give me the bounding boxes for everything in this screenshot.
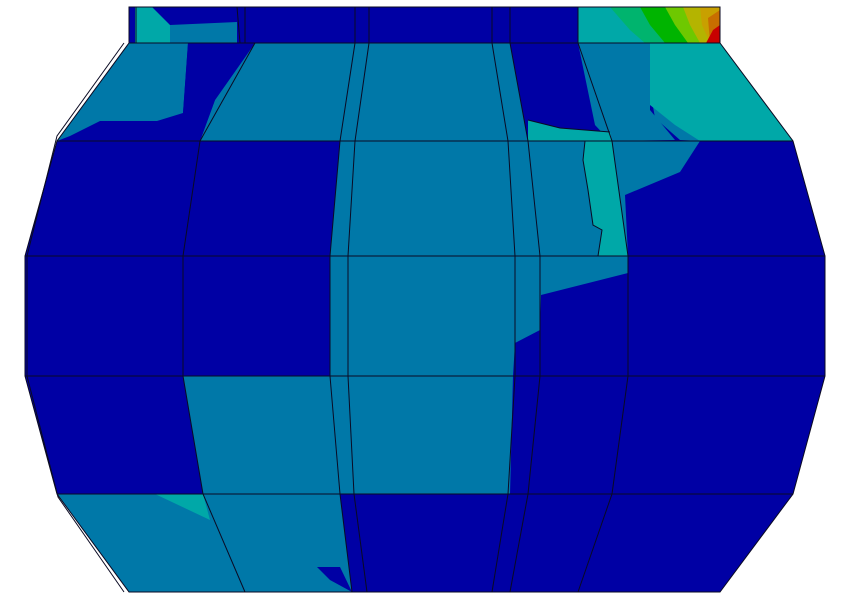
contour-region <box>317 567 352 592</box>
mesh-column-edge <box>509 42 541 593</box>
mesh-edge <box>26 42 125 593</box>
mesh-column-edge <box>182 42 256 593</box>
contour-region <box>158 43 255 141</box>
contour-region <box>650 43 793 141</box>
mesh-edges <box>24 42 826 593</box>
mesh-column-edge <box>491 42 516 593</box>
contour-level-1-intrusions <box>158 43 352 592</box>
contour-region <box>330 141 540 256</box>
contour-boundary <box>582 140 603 257</box>
mesh-column-edge <box>347 42 370 593</box>
contour-boundary <box>527 119 611 133</box>
top-cap-cyan-left <box>135 7 170 43</box>
contour-region <box>57 494 245 592</box>
contour-region <box>583 141 628 256</box>
contour-region <box>330 256 628 376</box>
contour-region <box>203 494 352 592</box>
contour-region <box>200 43 355 141</box>
mesh-column-edge <box>577 42 629 593</box>
contour-region <box>340 43 528 141</box>
top-cap <box>128 6 721 44</box>
top-cap-edge <box>236 6 241 44</box>
contour-region <box>155 494 210 520</box>
contour-region <box>578 43 675 141</box>
contour-region <box>57 43 188 141</box>
top-cap-band-10 <box>706 25 720 43</box>
top-cap-blue-left <box>170 22 237 43</box>
mesh-column-edge <box>329 42 356 593</box>
contour-region <box>183 376 513 494</box>
